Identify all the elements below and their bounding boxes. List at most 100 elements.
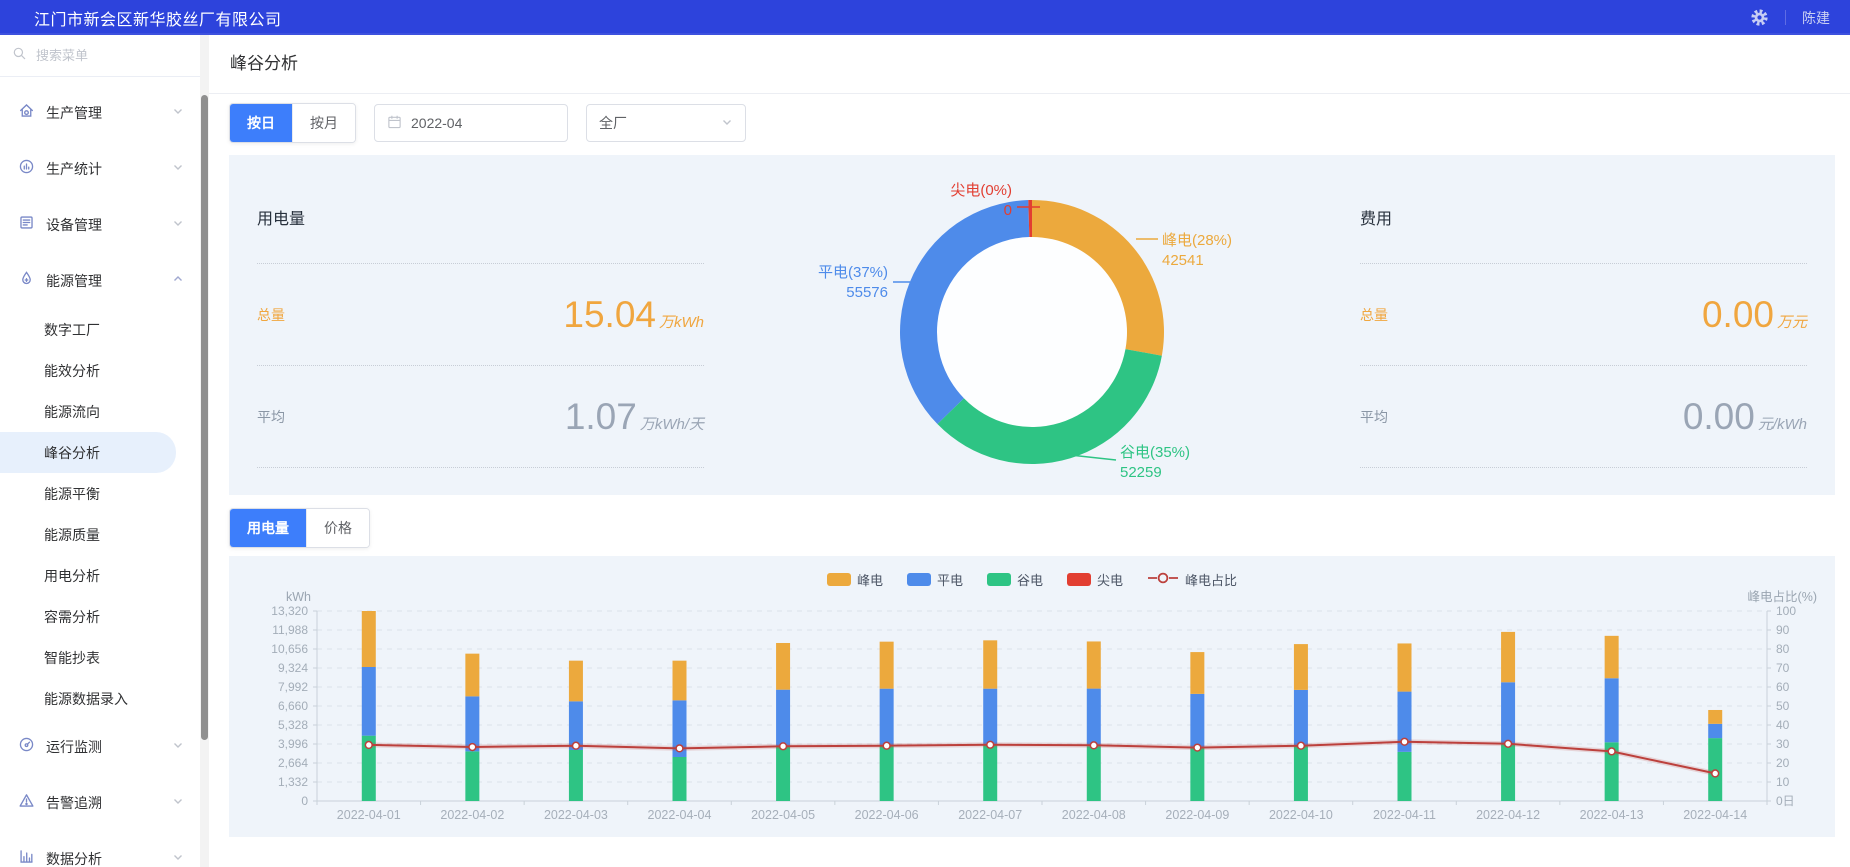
svg-text:40: 40 <box>1776 718 1790 732</box>
sidebar-item-data-analysis[interactable]: 数据分析 <box>0 831 200 867</box>
peak-ratio-marker <box>1090 742 1097 749</box>
sidebar-item-energy[interactable]: 能源管理 <box>0 253 200 309</box>
peak-ratio-marker <box>1608 748 1615 755</box>
bar-flat <box>880 689 894 746</box>
sidebar-item-alarm[interactable]: 告警追溯 <box>0 775 200 831</box>
tab-consumption-button[interactable]: 用电量 <box>230 509 306 547</box>
legend-item-valley[interactable]: 谷电 <box>987 570 1043 589</box>
bar-flat <box>983 689 997 746</box>
chart-tab-row: 用电量价格 <box>229 508 1835 548</box>
svg-text:0: 0 <box>301 794 308 808</box>
scope-select[interactable]: 全厂 <box>586 104 746 142</box>
sidebar-scrollbar[interactable] <box>200 35 209 867</box>
sidebar-subitem-electricity-analysis[interactable]: 用电分析 <box>0 555 200 596</box>
bar-peak <box>569 661 583 702</box>
divider <box>257 467 704 468</box>
tab-price-button[interactable]: 价格 <box>306 509 369 547</box>
bar-peak <box>1190 652 1204 694</box>
svg-text:2,664: 2,664 <box>278 756 308 770</box>
svg-text:80: 80 <box>1776 642 1790 656</box>
sidebar-subitem-capacity-demand[interactable]: 容需分析 <box>0 596 200 637</box>
donut-label-value: 55576 <box>846 284 888 301</box>
scope-value: 全厂 <box>599 113 627 133</box>
cost-total-value: 0.00万元 <box>1702 294 1807 336</box>
right-axis-title: 峰电占比(%) <box>1748 589 1817 604</box>
sidebar-subitem-energy-data-entry[interactable]: 能源数据录入 <box>0 678 200 719</box>
avg-label: 平均 <box>257 407 285 427</box>
sidebar-subitem-digital-factory[interactable]: 数字工厂 <box>0 309 200 350</box>
x-axis-label: 2022-04-13 <box>1580 808 1644 822</box>
legend-item-peak-ratio[interactable]: 峰电占比 <box>1147 570 1237 589</box>
sidebar-subitem-energy-balance[interactable]: 能源平衡 <box>0 473 200 514</box>
peak-ratio-marker <box>780 743 787 750</box>
sidebar-subitem-energy-quality[interactable]: 能源质量 <box>0 514 200 555</box>
svg-text:100: 100 <box>1776 604 1796 618</box>
x-axis-label: 2022-04-03 <box>544 808 608 822</box>
sidebar-item-production-stats[interactable]: 生产统计 <box>0 141 200 197</box>
page-title: 峰谷分析 <box>209 35 1850 94</box>
chart-tabs: 用电量价格 <box>229 508 370 548</box>
date-value: 2022-04 <box>411 115 462 131</box>
app-root: 江门市新会区新华胶丝厂有限公司 陈建 生产管理生产统计设备管理能源管理数 <box>0 0 1850 867</box>
gear-icon[interactable] <box>1750 8 1769 27</box>
sidebar-subitem-energy-efficiency[interactable]: 能效分析 <box>0 350 200 391</box>
bar-flat <box>1501 682 1515 744</box>
chart-legend: 峰电 平电 谷电 尖电 峰电占比 <box>239 569 1825 589</box>
svg-text:6,660: 6,660 <box>278 699 308 713</box>
period-daily-button[interactable]: 按日 <box>230 104 292 142</box>
peak-ratio-marker <box>1298 742 1305 749</box>
sidebar-scrollbar-thumb[interactable] <box>201 95 208 740</box>
daily-stack-bar-chart: 00日1,332102,664203,996305,328406,660507,… <box>239 589 1825 832</box>
alarm-icon <box>18 792 35 814</box>
svg-text:60: 60 <box>1776 680 1790 694</box>
svg-text:3,996: 3,996 <box>278 737 308 751</box>
production-stats-icon <box>18 158 35 180</box>
period-monthly-button[interactable]: 按月 <box>292 104 355 142</box>
summary-panel: 用电量 总量 15.04万kWh 平均 1.07万kWh/天 <box>229 155 1835 495</box>
peak-ratio-marker <box>883 742 890 749</box>
main-content: 峰谷分析 按日按月 2022-04 全厂 <box>209 35 1850 867</box>
svg-text:20: 20 <box>1776 756 1790 770</box>
legend-label: 谷电 <box>1017 570 1043 589</box>
bar-valley <box>1190 748 1204 801</box>
divider <box>1360 467 1807 468</box>
sidebar-item-device[interactable]: 设备管理 <box>0 197 200 253</box>
x-axis-label: 2022-04-07 <box>958 808 1022 822</box>
x-axis-label: 2022-04-08 <box>1062 808 1126 822</box>
left-axis-title: kWh <box>286 590 311 604</box>
monitor-icon <box>18 736 35 758</box>
legend-item-sharp[interactable]: 尖电 <box>1067 570 1123 589</box>
bar-valley <box>1501 744 1515 801</box>
search-input[interactable] <box>34 47 188 64</box>
x-axis-label: 2022-04-09 <box>1165 808 1229 822</box>
sidebar-subitem-peak-valley[interactable]: 峰谷分析 <box>0 432 176 473</box>
legend-item-peak[interactable]: 峰电 <box>827 570 883 589</box>
cost-avg-row: 平均 0.00元/kWh <box>1360 366 1807 467</box>
bar-peak <box>776 643 790 690</box>
x-axis-label: 2022-04-14 <box>1683 808 1747 822</box>
peak-ratio-marker <box>1194 744 1201 751</box>
sidebar-item-monitoring[interactable]: 运行监测 <box>0 719 200 775</box>
x-axis-label: 2022-04-06 <box>855 808 919 822</box>
legend-label: 峰电占比 <box>1185 570 1237 589</box>
sidebar-subitem-smart-meter[interactable]: 智能抄表 <box>0 637 200 678</box>
avg-label: 平均 <box>1360 407 1388 427</box>
period-toggle: 按日按月 <box>229 103 356 143</box>
bar-flat <box>1190 694 1204 748</box>
bar-flat <box>1708 724 1722 738</box>
svg-text:1,332: 1,332 <box>278 775 308 789</box>
legend-item-flat[interactable]: 平电 <box>907 570 963 589</box>
header-divider <box>1785 10 1786 25</box>
user-name[interactable]: 陈建 <box>1802 8 1830 28</box>
legend-swatch <box>987 573 1011 586</box>
sidebar-subitem-energy-flow[interactable]: 能源流向 <box>0 391 200 432</box>
svg-text:11,988: 11,988 <box>272 623 308 637</box>
sidebar-item-production[interactable]: 生产管理 <box>0 85 200 141</box>
sidebar-item-label: 生产管理 <box>46 103 161 123</box>
bar-valley <box>465 751 479 801</box>
date-picker[interactable]: 2022-04 <box>374 104 568 142</box>
home-icon <box>18 102 35 124</box>
app-body: 生产管理生产统计设备管理能源管理数字工厂能效分析能源流向峰谷分析能源平衡能源质量… <box>0 35 1850 867</box>
bar-peak <box>880 642 894 689</box>
electricity-card: 用电量 总量 15.04万kWh 平均 1.07万kWh/天 <box>229 155 732 495</box>
